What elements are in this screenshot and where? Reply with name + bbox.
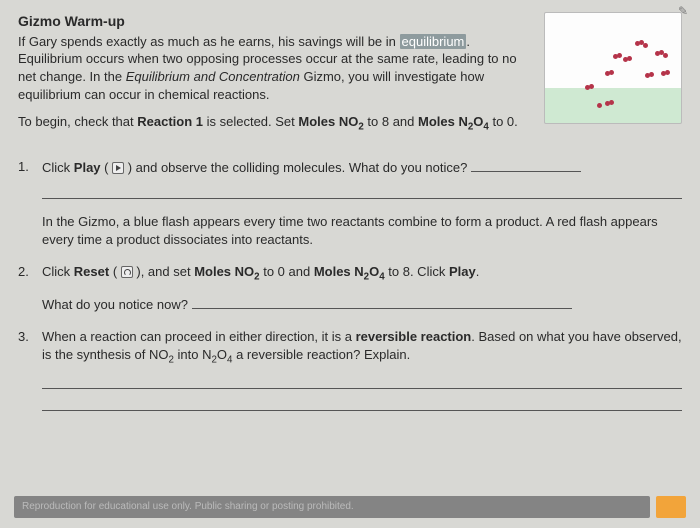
q2-line2-wrap: What do you notice now? <box>42 295 682 314</box>
intro-para-2: To begin, check that Reaction 1 is selec… <box>18 113 530 134</box>
q2-pre: Click <box>42 264 74 279</box>
p2-tail: to 0. <box>489 114 518 129</box>
equilibrium-highlight: equilibrium <box>400 34 467 49</box>
answer-blank-line[interactable] <box>42 179 682 199</box>
question-3: 3. When a reaction can proceed in either… <box>18 328 682 411</box>
q3-mid3: O <box>217 347 227 362</box>
simulation-thumbnail <box>544 12 682 124</box>
q1-body: Click Play ( ) and observe the colliding… <box>42 158 682 199</box>
q2-body: Click Reset ( ), and set Moles NO2 to 0 … <box>42 263 682 313</box>
q3-body: When a reaction can proceed in either di… <box>42 328 682 411</box>
p2-b3: Moles N2O4 <box>418 114 489 129</box>
p2-b2: Moles NO2 <box>298 114 363 129</box>
q3-number: 3. <box>18 328 34 411</box>
question-2: 2. Click Reset ( ), and set Moles NO2 to… <box>18 263 682 313</box>
page-tab[interactable] <box>656 496 686 518</box>
q2-mid1: ( <box>109 264 121 279</box>
gizmo-name: Equilibrium and Concentration <box>126 69 300 84</box>
q2-b4: Play <box>449 264 476 279</box>
intro-para-1: If Gary spends exactly as much as he ear… <box>18 33 530 103</box>
q3-b: reversible reaction <box>356 329 472 344</box>
reset-icon <box>121 266 133 278</box>
answer-blank[interactable] <box>471 158 581 172</box>
info-paragraph: In the Gizmo, a blue flash appears every… <box>42 213 662 249</box>
question-1: 1. Click Play ( ) and observe the collid… <box>18 158 682 199</box>
q2-mid4: to 8. Click <box>385 264 449 279</box>
p2-mid2: to 8 and <box>364 114 418 129</box>
q2-b3: Moles N2O4 <box>314 264 385 279</box>
q2-line2: What do you notice now? <box>42 297 192 312</box>
p2-b1: Reaction 1 <box>137 114 203 129</box>
answer-blank-line[interactable] <box>42 369 682 389</box>
play-icon <box>112 162 124 174</box>
intro-text: Gizmo Warm-up If Gary spends exactly as … <box>18 12 530 144</box>
answer-blank[interactable] <box>192 295 572 309</box>
q1-play: Play <box>74 160 101 175</box>
q3-mid2: into N <box>174 347 212 362</box>
q3-pre: When a reaction can proceed in either di… <box>42 329 356 344</box>
q2-tail: . <box>476 264 480 279</box>
q1-post: ) and observe the colliding molecules. W… <box>124 160 471 175</box>
q2-number: 2. <box>18 263 34 313</box>
q2-b2: Moles NO2 <box>194 264 259 279</box>
q1-pre: Click <box>42 160 74 175</box>
title: Gizmo Warm-up <box>18 12 530 31</box>
p2-mid1: is selected. Set <box>203 114 298 129</box>
q1-number: 1. <box>18 158 34 199</box>
q2-mid3: to 0 and <box>260 264 314 279</box>
q1-mid: ( <box>101 160 113 175</box>
p2-pre: To begin, check that <box>18 114 137 129</box>
q2-mid2: ), and set <box>133 264 194 279</box>
footer-bar: Reproduction for educational use only. P… <box>14 496 650 518</box>
q3-tail: a reversible reaction? Explain. <box>232 347 410 362</box>
p1-pre: If Gary spends exactly as much as he ear… <box>18 34 400 49</box>
q2-reset: Reset <box>74 264 109 279</box>
header-row: Gizmo Warm-up If Gary spends exactly as … <box>18 12 682 144</box>
answer-blank-line[interactable] <box>42 391 682 411</box>
